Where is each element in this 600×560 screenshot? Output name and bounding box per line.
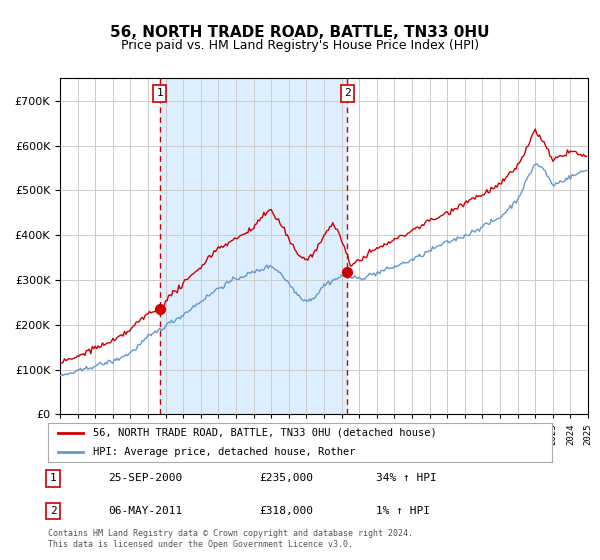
Text: HPI: Average price, detached house, Rother: HPI: Average price, detached house, Roth… xyxy=(94,447,356,457)
Text: 2: 2 xyxy=(344,88,351,99)
Text: 25-SEP-2000: 25-SEP-2000 xyxy=(109,473,183,483)
Text: 56, NORTH TRADE ROAD, BATTLE, TN33 0HU (detached house): 56, NORTH TRADE ROAD, BATTLE, TN33 0HU (… xyxy=(94,428,437,437)
Text: £318,000: £318,000 xyxy=(260,506,314,516)
Text: Contains HM Land Registry data © Crown copyright and database right 2024.
This d: Contains HM Land Registry data © Crown c… xyxy=(48,529,413,549)
Text: Price paid vs. HM Land Registry's House Price Index (HPI): Price paid vs. HM Land Registry's House … xyxy=(121,39,479,52)
Text: 1: 1 xyxy=(50,473,56,483)
Text: 2: 2 xyxy=(50,506,56,516)
Bar xyxy=(160,78,347,414)
Text: 56, NORTH TRADE ROAD, BATTLE, TN33 0HU: 56, NORTH TRADE ROAD, BATTLE, TN33 0HU xyxy=(110,25,490,40)
Text: 06-MAY-2011: 06-MAY-2011 xyxy=(109,506,183,516)
Text: 1: 1 xyxy=(157,88,163,99)
Text: 34% ↑ HPI: 34% ↑ HPI xyxy=(376,473,436,483)
Text: £235,000: £235,000 xyxy=(260,473,314,483)
Text: 1% ↑ HPI: 1% ↑ HPI xyxy=(376,506,430,516)
